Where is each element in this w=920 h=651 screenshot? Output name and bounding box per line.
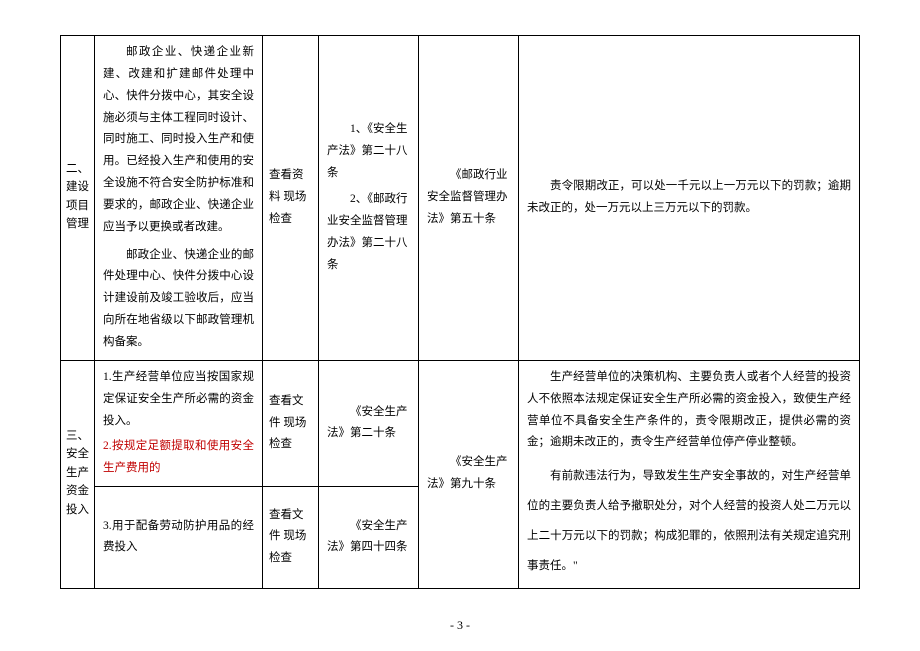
category-label: 三、安全生产资金投入 (63, 427, 92, 519)
table-row: 三、安全生产资金投入 1.生产经营单位应当按国家规定保证安全生产所必需的资金投入… (61, 360, 860, 486)
law-cell: 《邮政行业安全监督管理办法》第五十条 (419, 36, 519, 361)
content-cell: 邮政企业、快递企业新建、改建和扩建邮件处理中心、快件分拨中心，其安全设施必须与主… (95, 36, 263, 361)
method-cell: 查看资料 现场检查 (263, 36, 319, 361)
penalty-text: 生产经营单位的决策机构、主要负责人或者个人经营的投资人不依照本法规定保证安全生产… (527, 367, 851, 454)
page-number: - 3 - (0, 618, 920, 633)
basis-text: 《安全生产法》第二十条 (327, 402, 410, 446)
method-cell: 查看文件 现场检查 (263, 487, 319, 589)
penalty-cell: 生产经营单位的决策机构、主要负责人或者个人经营的投资人不依照本法规定保证安全生产… (519, 360, 860, 588)
content-cell: 3.用于配备劳动防护用品的经费投入 (95, 487, 263, 589)
basis-text: 1、《安全生产法》第二十八条 (327, 119, 410, 185)
law-cell: 《安全生产法》第九十条 (419, 360, 519, 588)
basis-cell: 1、《安全生产法》第二十八条 2、《邮政行业安全监督管理办法》第二十八条 (319, 36, 419, 361)
penalty-text: 有前款违法行为，导致发生生产安全事故的，对生产经营单位的主要负责人给予撤职处分，… (527, 462, 851, 582)
method-text: 查看资料 现场检查 (269, 169, 306, 225)
penalty-text: 责令限期改正，可以处一千元以上一万元以下的罚款；逾期未改正的，处一万元以上三万元… (527, 176, 851, 220)
category-label: 二、建设项目管理 (63, 160, 92, 234)
content-item-highlighted: 2.按规定足额提取和使用安全生产费用的 (103, 436, 254, 480)
content-item: 1.生产经营单位应当按国家规定保证安全生产所必需的资金投入。 (103, 367, 254, 433)
basis-text: 《安全生产法》第四十四条 (327, 516, 410, 560)
basis-cell: 《安全生产法》第四十四条 (319, 487, 419, 589)
penalty-cell: 责令限期改正，可以处一千元以上一万元以下的罚款；逾期未改正的，处一万元以上三万元… (519, 36, 860, 361)
content-paragraph: 邮政企业、快递企业新建、改建和扩建邮件处理中心、快件分拨中心，其安全设施必须与主… (103, 42, 254, 239)
law-text: 《邮政行业安全监督管理办法》第五十条 (427, 165, 510, 231)
regulation-table: 二、建设项目管理 邮政企业、快递企业新建、改建和扩建邮件处理中心、快件分拨中心，… (60, 35, 860, 589)
method-text: 查看文件 现场检查 (269, 509, 306, 565)
basis-text: 2、《邮政行业安全监督管理办法》第二十八条 (327, 189, 410, 276)
content-cell: 1.生产经营单位应当按国家规定保证安全生产所必需的资金投入。 2.按规定足额提取… (95, 360, 263, 486)
method-text: 查看文件 现场检查 (269, 395, 306, 451)
law-text: 《安全生产法》第九十条 (427, 452, 510, 496)
category-cell: 二、建设项目管理 (61, 36, 95, 361)
content-item: 3.用于配备劳动防护用品的经费投入 (103, 516, 254, 560)
content-paragraph: 邮政企业、快递企业的邮件处理中心、快件分拨中心设计建设前及竣工验收后，应当向所在… (103, 245, 254, 354)
method-cell: 查看文件 现场检查 (263, 360, 319, 486)
category-cell: 三、安全生产资金投入 (61, 360, 95, 588)
table-row: 二、建设项目管理 邮政企业、快递企业新建、改建和扩建邮件处理中心、快件分拨中心，… (61, 36, 860, 361)
basis-cell: 《安全生产法》第二十条 (319, 360, 419, 486)
